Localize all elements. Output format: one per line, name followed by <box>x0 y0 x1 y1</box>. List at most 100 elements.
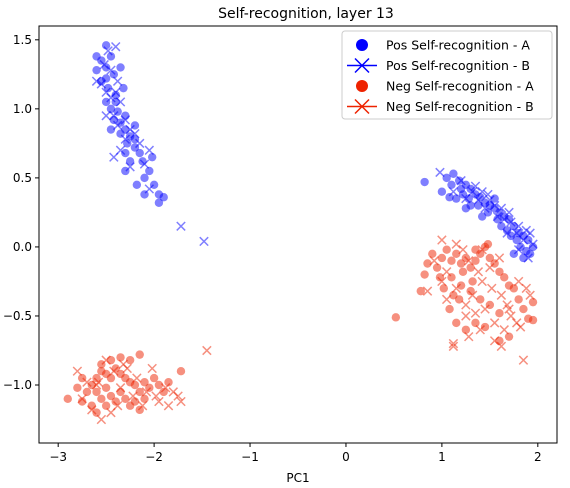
data-point <box>159 387 168 397</box>
data-point <box>496 203 507 213</box>
data-point <box>141 387 152 397</box>
data-point <box>445 304 454 314</box>
data-point <box>96 79 107 89</box>
data-point <box>447 256 456 265</box>
data-point <box>202 345 212 356</box>
data-point <box>82 387 92 397</box>
data-point <box>506 231 516 241</box>
data-point <box>470 308 481 318</box>
data-point <box>112 76 123 86</box>
data-point <box>91 76 102 86</box>
data-point <box>489 336 500 346</box>
data-point <box>391 313 401 322</box>
data-point <box>125 162 135 172</box>
data-point <box>439 284 449 293</box>
data-point <box>456 259 466 268</box>
data-point <box>72 366 83 376</box>
data-point <box>464 194 473 203</box>
data-point <box>97 394 106 404</box>
data-point <box>164 378 173 387</box>
data-point <box>120 134 131 144</box>
data-point <box>471 318 480 328</box>
data-point <box>111 90 120 100</box>
data-point <box>103 83 113 93</box>
data-point <box>159 193 168 202</box>
data-point <box>147 152 157 162</box>
legend-marker <box>356 80 368 92</box>
series-4 <box>72 235 535 425</box>
legend-label: Neg Self-recognition - A <box>386 79 534 94</box>
data-point <box>135 405 144 415</box>
data-point <box>149 373 159 383</box>
data-point <box>523 253 533 263</box>
y-tick-label: 1.0 <box>13 102 32 116</box>
data-point <box>82 377 92 387</box>
data-point <box>176 221 186 231</box>
data-point <box>135 148 144 158</box>
data-point <box>458 244 468 255</box>
x-tick-label: −3 <box>49 450 67 464</box>
data-point <box>160 383 171 393</box>
data-point <box>477 244 487 255</box>
legend-entries: Pos Self-recognition - A Pos Self-recogni… <box>347 38 534 115</box>
data-point <box>106 65 116 75</box>
data-point <box>106 125 116 134</box>
data-point <box>483 189 493 200</box>
data-point <box>92 65 101 75</box>
data-point <box>477 212 487 221</box>
data-point <box>464 256 474 266</box>
data-point <box>514 295 523 304</box>
data-point <box>528 239 538 249</box>
x-tick-label: 0 <box>342 450 350 464</box>
data-point <box>92 408 101 417</box>
data-point <box>118 359 129 370</box>
data-point <box>485 253 495 263</box>
data-point <box>452 249 461 259</box>
data-point <box>480 203 490 213</box>
data-point <box>461 193 471 204</box>
data-point <box>447 180 456 189</box>
data-point <box>471 245 480 254</box>
data-point <box>454 176 464 185</box>
data-point <box>109 366 119 376</box>
data-point <box>525 290 535 300</box>
data-point <box>106 52 116 61</box>
data-point <box>495 309 504 318</box>
legend-entry: Neg Self-recognition - A <box>356 79 534 94</box>
data-point <box>132 180 142 189</box>
data-point <box>495 267 504 276</box>
data-point <box>485 262 495 273</box>
data-point <box>428 249 437 259</box>
data-point <box>518 235 529 245</box>
data-point <box>139 159 150 169</box>
data-point <box>140 378 149 387</box>
data-point <box>471 256 480 265</box>
data-point <box>154 380 164 390</box>
y-tick-label: −1.0 <box>3 378 32 392</box>
data-point <box>99 59 109 70</box>
x-tick-label: −1 <box>241 450 259 464</box>
data-point <box>176 366 186 376</box>
data-point <box>420 270 429 279</box>
data-point <box>121 111 130 120</box>
data-point <box>509 284 519 293</box>
data-point <box>489 200 500 211</box>
x-tick-label: 1 <box>438 450 446 464</box>
data-point <box>461 311 471 321</box>
data-point <box>475 325 485 335</box>
legend-marker <box>354 57 370 74</box>
data-point <box>449 169 458 178</box>
data-point <box>494 253 505 263</box>
data-point <box>451 283 462 294</box>
data-point <box>103 46 113 56</box>
data-point <box>528 315 538 325</box>
data-point <box>519 304 528 314</box>
data-point <box>92 387 101 397</box>
data-point <box>106 391 116 401</box>
legend-marker <box>354 98 370 115</box>
legend-marker <box>356 39 368 51</box>
data-point <box>147 363 157 374</box>
data-point <box>123 139 132 148</box>
data-point <box>140 394 149 404</box>
data-point <box>92 373 101 383</box>
